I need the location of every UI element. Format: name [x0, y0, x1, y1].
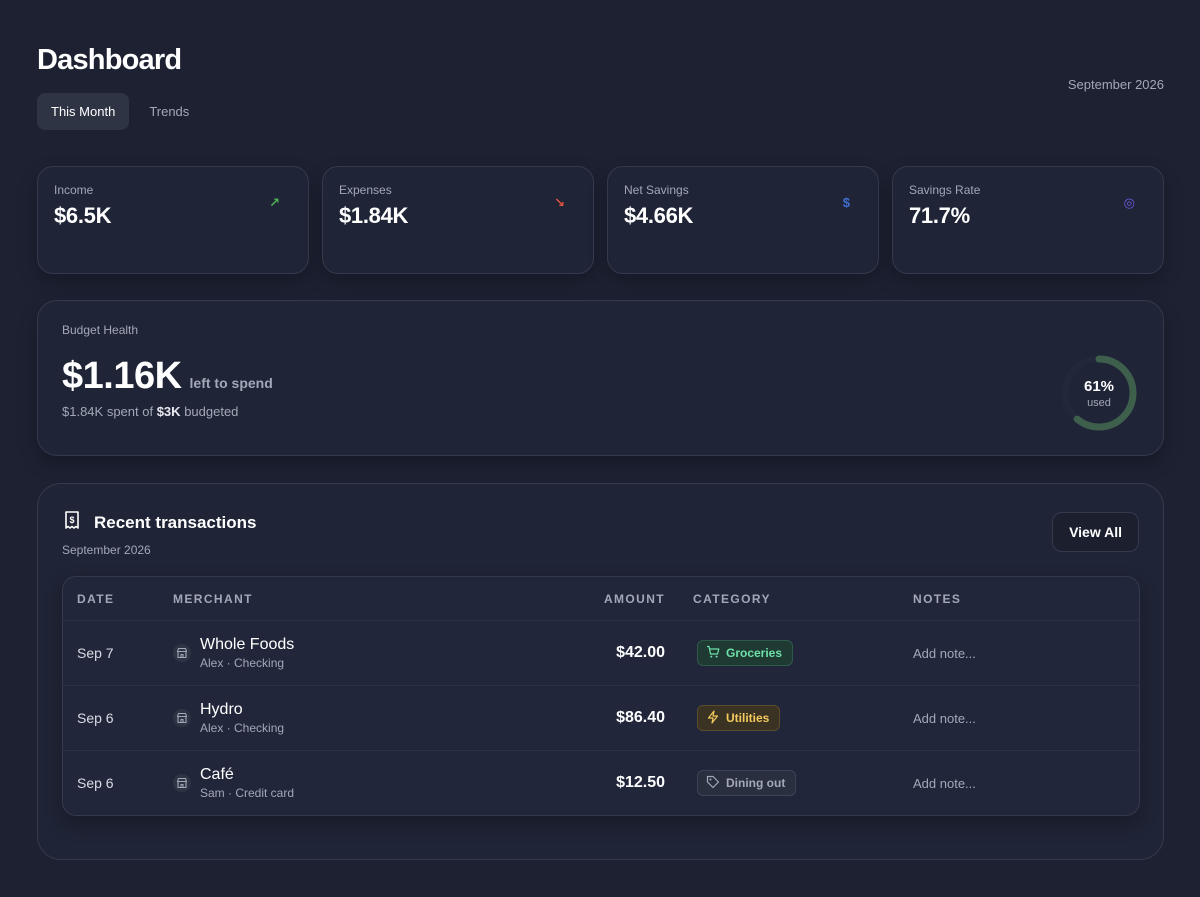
ring-chart — [1061, 355, 1137, 431]
category-badge[interactable]: Groceries — [697, 640, 794, 666]
notes-field[interactable]: Add note... — [913, 645, 976, 661]
bolt-icon — [706, 709, 720, 727]
store-icon — [173, 774, 191, 792]
cart-icon — [706, 645, 720, 662]
arrow-up-right-icon: ↗ — [269, 195, 280, 210]
table-row[interactable]: Sep 6 Hydro Alex · Checking $86.40 — [63, 685, 1139, 750]
target-icon: ◎ — [1123, 195, 1135, 210]
notes-field[interactable]: Add note... — [913, 710, 976, 726]
category-label: Utilities — [726, 711, 770, 725]
row-date: Sep 6 — [77, 710, 114, 726]
ring-progress — [1061, 355, 1137, 431]
category-badge[interactable]: Utilities — [697, 705, 781, 731]
stat-card-income: Income $6.5K ↗ — [37, 166, 309, 274]
tab-bar: This Month Trends — [37, 93, 203, 130]
stat-value: $1.84K — [339, 203, 409, 228]
row-date: Sep 6 — [77, 775, 114, 791]
table-header-row: DATE MERCHANT AMOUNT CATEGORY NOTES — [63, 577, 1139, 620]
row-amount: $42.00 — [616, 644, 665, 661]
column-header-category: CATEGORY — [693, 591, 771, 606]
stat-value: $4.66K — [624, 203, 694, 228]
transactions-subtitle: September 2026 — [62, 543, 151, 557]
notes-field[interactable]: Add note... — [913, 775, 976, 791]
stat-label: Expenses — [339, 183, 392, 197]
table-row[interactable]: Sep 6 Café Sam · Credit card $12.50 — [63, 750, 1139, 815]
tab-trends[interactable]: Trends — [149, 104, 190, 119]
budget-usage-ring: 61% used — [1059, 353, 1139, 433]
page-title: Dashboard — [37, 44, 182, 76]
budget-spent-text: $1.84K spent of — [62, 404, 154, 419]
merchant-name: Café — [200, 766, 234, 783]
stat-label: Net Savings — [624, 183, 689, 197]
svg-text:$: $ — [69, 515, 74, 525]
column-header-date: DATE — [77, 591, 115, 606]
stat-label: Savings Rate — [909, 183, 981, 197]
store-icon — [173, 644, 191, 662]
ring-percent: 61% — [1083, 377, 1115, 395]
stat-card-expenses: Expenses $1.84K ↘ — [322, 166, 594, 274]
stat-cards: Income $6.5K ↗ Expenses $1.84K ↘ Net Sav… — [37, 166, 1164, 274]
stat-value: $6.5K — [54, 203, 112, 228]
merchant-account: Alex · Checking — [200, 656, 285, 670]
period-label: September 2026 — [1067, 77, 1164, 92]
stat-value: 71.7% — [909, 203, 970, 228]
category-badge[interactable]: Dining out — [697, 770, 797, 796]
column-header-notes: NOTES — [913, 591, 962, 606]
budget-summary: $1.84K spent of $3K budgeted — [62, 404, 1139, 419]
budget-remaining: $1.16K — [62, 355, 182, 397]
row-date: Sep 7 — [77, 645, 114, 661]
ring-used-label: used — [1087, 396, 1111, 409]
budget-suffix-text: budgeted — [184, 404, 239, 419]
stat-card-savings-rate: Savings Rate 71.7% ◎ — [892, 166, 1164, 274]
merchant-name: Whole Foods — [200, 636, 295, 653]
column-header-merchant: MERCHANT — [173, 591, 253, 606]
row-amount: $12.50 — [616, 774, 665, 791]
budget-label: Budget Health — [62, 323, 139, 337]
table-row[interactable]: Sep 7 Whole Foods Alex · Checking $42.00 — [63, 620, 1139, 685]
merchant-account: Sam · Credit card — [200, 786, 295, 800]
transactions-title: Recent transactions — [94, 512, 257, 532]
transactions-table: DATE MERCHANT AMOUNT CATEGORY NOTES Sep … — [62, 576, 1140, 816]
budget-total: $3K — [156, 404, 181, 419]
arrow-down-right-icon: ↘ — [554, 195, 565, 210]
stat-card-net-savings: Net Savings $4.66K $ — [607, 166, 879, 274]
tag-icon — [706, 775, 720, 792]
category-label: Groceries — [726, 646, 783, 660]
tab-this-month[interactable]: This Month — [37, 93, 130, 130]
column-header-amount: AMOUNT — [603, 591, 665, 606]
budget-remaining-suffix: left to spend — [189, 375, 273, 391]
category-label: Dining out — [726, 776, 786, 790]
merchant-account: Alex · Checking — [200, 721, 285, 735]
stat-label: Income — [54, 183, 94, 197]
receipt-dollar-icon: $ — [62, 510, 82, 535]
recent-transactions-card: $ Recent transactions September 2026 Vie… — [37, 483, 1164, 860]
merchant-name: Hydro — [200, 701, 243, 718]
dollar-icon: $ — [842, 195, 850, 210]
view-all-button[interactable]: View All — [1052, 512, 1139, 552]
budget-health-card: Budget Health $1.16K left to spend $1.84… — [37, 300, 1164, 456]
row-amount: $86.40 — [616, 709, 665, 726]
store-icon — [173, 709, 191, 727]
